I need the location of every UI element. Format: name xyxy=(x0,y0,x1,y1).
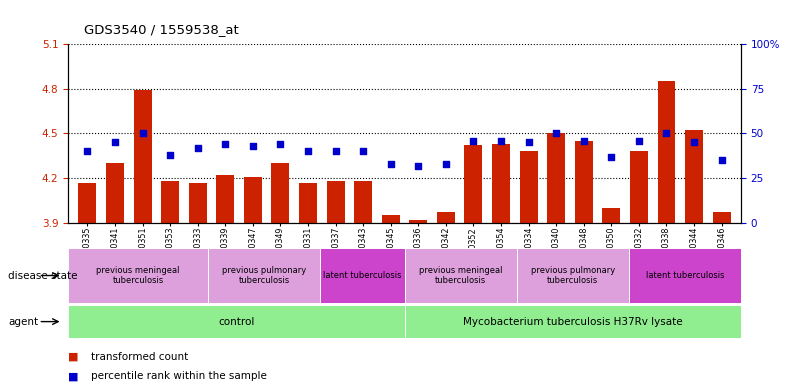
Point xyxy=(191,145,204,151)
Text: previous meningeal
tuberculosis: previous meningeal tuberculosis xyxy=(419,266,502,285)
Text: previous meningeal
tuberculosis: previous meningeal tuberculosis xyxy=(96,266,180,285)
Bar xyxy=(354,181,372,223)
Point xyxy=(578,137,590,144)
Point xyxy=(467,137,480,144)
Bar xyxy=(216,175,234,223)
Text: disease state: disease state xyxy=(8,270,78,281)
Text: control: control xyxy=(218,316,255,327)
Point xyxy=(329,148,342,154)
Point xyxy=(163,152,176,158)
Text: previous pulmonary
tuberculosis: previous pulmonary tuberculosis xyxy=(222,266,307,285)
Point xyxy=(687,139,700,146)
Point xyxy=(302,148,315,154)
Bar xyxy=(134,90,151,223)
Bar xyxy=(161,181,179,223)
Text: percentile rank within the sample: percentile rank within the sample xyxy=(91,371,267,381)
Bar xyxy=(106,163,124,223)
Point xyxy=(81,148,94,154)
Bar xyxy=(602,208,620,223)
Text: latent tuberculosis: latent tuberculosis xyxy=(323,271,402,280)
Point xyxy=(136,131,149,137)
Point xyxy=(412,162,425,169)
Point xyxy=(384,161,397,167)
Text: transformed count: transformed count xyxy=(91,352,187,362)
Bar xyxy=(382,215,400,223)
Point xyxy=(219,141,231,147)
Point xyxy=(274,141,287,147)
Bar xyxy=(713,212,731,223)
Text: ■: ■ xyxy=(68,352,78,362)
Text: previous pulmonary
tuberculosis: previous pulmonary tuberculosis xyxy=(530,266,615,285)
Bar xyxy=(327,181,344,223)
Bar xyxy=(465,146,482,223)
Point xyxy=(356,148,369,154)
Bar xyxy=(244,177,262,223)
Point xyxy=(247,143,260,149)
Point xyxy=(440,161,453,167)
Point xyxy=(522,139,535,146)
Bar xyxy=(272,163,289,223)
Bar xyxy=(299,182,317,223)
Bar xyxy=(658,81,675,223)
Point xyxy=(549,131,562,137)
Point xyxy=(633,137,646,144)
Bar xyxy=(547,134,566,223)
Text: agent: agent xyxy=(8,316,38,327)
Point xyxy=(605,154,618,160)
Bar xyxy=(78,182,96,223)
Bar xyxy=(409,220,427,223)
Bar xyxy=(520,151,537,223)
Text: ■: ■ xyxy=(68,371,78,381)
Point xyxy=(109,139,122,146)
Bar xyxy=(685,131,703,223)
Point xyxy=(715,157,728,163)
Bar xyxy=(437,212,455,223)
Bar xyxy=(630,151,648,223)
Bar xyxy=(189,182,207,223)
Point xyxy=(494,137,507,144)
Text: latent tuberculosis: latent tuberculosis xyxy=(646,271,724,280)
Bar xyxy=(575,141,593,223)
Point xyxy=(660,131,673,137)
Text: GDS3540 / 1559538_at: GDS3540 / 1559538_at xyxy=(84,23,239,36)
Text: Mycobacterium tuberculosis H37Rv lysate: Mycobacterium tuberculosis H37Rv lysate xyxy=(463,316,682,327)
Bar xyxy=(492,144,510,223)
